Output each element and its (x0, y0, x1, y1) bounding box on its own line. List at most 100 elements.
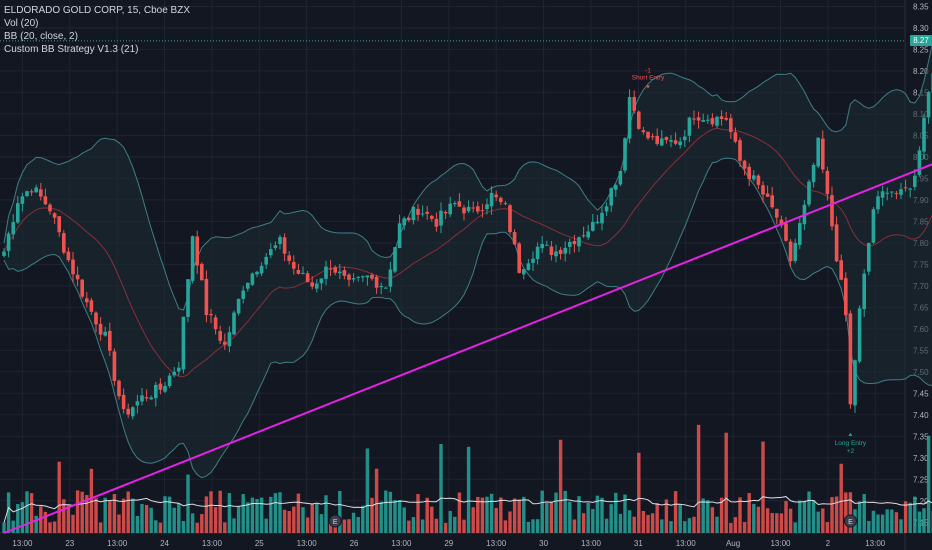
volume-bar (448, 510, 452, 533)
candle-body (853, 360, 857, 406)
candle-body (181, 316, 186, 370)
candle-body (687, 117, 692, 136)
candle-body (908, 188, 912, 190)
candle-body (347, 274, 351, 280)
candle-body (319, 278, 324, 284)
volume-bar (761, 441, 765, 533)
volume-bar (669, 521, 673, 533)
volume-bar (825, 522, 830, 533)
volume-bar (48, 522, 52, 533)
x-tick-label: 2 (826, 539, 831, 548)
volume-bar (361, 505, 365, 533)
volume-bar (738, 497, 742, 533)
volume-bar (6, 492, 11, 533)
candle-body (204, 278, 209, 316)
volume-bar (292, 506, 296, 533)
volume-bar (16, 504, 20, 533)
y-tick-label: 7.45 (913, 389, 929, 398)
long-entry-marker[interactable]: Long Entry+2 (835, 432, 867, 455)
volume-bar (177, 503, 181, 533)
candle-body (558, 249, 563, 255)
candle-body (310, 282, 314, 287)
x-tick-label: 13:00 (581, 539, 602, 548)
volume-bar (485, 496, 489, 533)
strategy-indicator-label[interactable]: Custom BB Strategy V1.3 (21) (4, 44, 139, 55)
candle-body (126, 408, 130, 415)
volume-bar (195, 522, 199, 533)
candle-body (273, 245, 278, 249)
candle-body (43, 196, 48, 205)
candle-body (269, 249, 273, 256)
candle-body (158, 383, 163, 390)
candle-body (839, 260, 843, 280)
bb-fill (4, 45, 932, 478)
volume-bar (802, 500, 807, 533)
volume-indicator-label[interactable]: Vol (20) (4, 18, 39, 29)
event-label: E (848, 519, 853, 526)
candle-body (397, 223, 402, 248)
candle-body (342, 270, 347, 276)
candle-body (213, 317, 218, 330)
earnings-event-marker[interactable]: E (328, 514, 342, 528)
volume-bar (278, 492, 282, 533)
candle-body (788, 241, 793, 262)
volume-bar (338, 491, 342, 533)
candle-body (131, 407, 135, 417)
volume-bar (25, 491, 29, 533)
candle-body (16, 203, 20, 223)
volume-bar (646, 514, 650, 533)
candle-body (149, 397, 153, 400)
candle-body (209, 313, 213, 316)
volume-bar (793, 522, 797, 533)
candle-body (917, 150, 922, 175)
short-entry-marker[interactable]: Short Entry-1 (632, 68, 665, 89)
volume-bar (75, 490, 80, 533)
volume-bar (632, 516, 636, 533)
earnings-event-marker[interactable]: E (843, 514, 857, 528)
candle-body (29, 191, 34, 193)
candle-body (443, 211, 448, 214)
volume-bar (549, 501, 554, 533)
volume-bar (117, 514, 121, 533)
candle-body (517, 243, 521, 273)
volume-bar (710, 507, 715, 533)
x-tick-label: 13:00 (391, 539, 412, 548)
volume-bar (121, 498, 126, 533)
volume-bar (586, 502, 590, 533)
volume-bar (604, 518, 609, 533)
volume-bar (880, 514, 885, 533)
candle-body (402, 218, 406, 226)
volume-bar (218, 490, 222, 533)
volume-bar (660, 519, 664, 533)
x-tick-label: 24 (160, 539, 169, 548)
bollinger-indicator-label[interactable]: BB (20, close, 2) (4, 31, 78, 42)
candle-body (880, 191, 885, 198)
volume-bar (581, 513, 586, 533)
candle-body (177, 367, 181, 372)
candle-body (278, 236, 282, 245)
candle-body (301, 272, 305, 274)
volume-bar (558, 439, 563, 533)
candle-body (287, 255, 291, 261)
candle-body (531, 258, 535, 263)
volume-bar (416, 494, 420, 533)
volume-bar (821, 508, 825, 533)
candle-body (480, 210, 485, 212)
trendline[interactable] (3, 118, 932, 534)
candle-body (476, 206, 480, 212)
candle-body (264, 256, 268, 265)
volume-bar (420, 519, 425, 533)
candle-body (729, 118, 733, 133)
candlesticks (2, 73, 932, 420)
bb-lower-band (3, 157, 932, 479)
volume-bar (508, 511, 512, 533)
volume-bar (434, 518, 439, 533)
x-tick-label: 31 (634, 539, 643, 548)
volume-bar (370, 497, 374, 533)
candle-body (756, 175, 761, 185)
candle-body (522, 269, 526, 275)
x-tick-label: 13:00 (107, 539, 128, 548)
volume-bar (250, 497, 255, 533)
candle-body (623, 138, 627, 171)
